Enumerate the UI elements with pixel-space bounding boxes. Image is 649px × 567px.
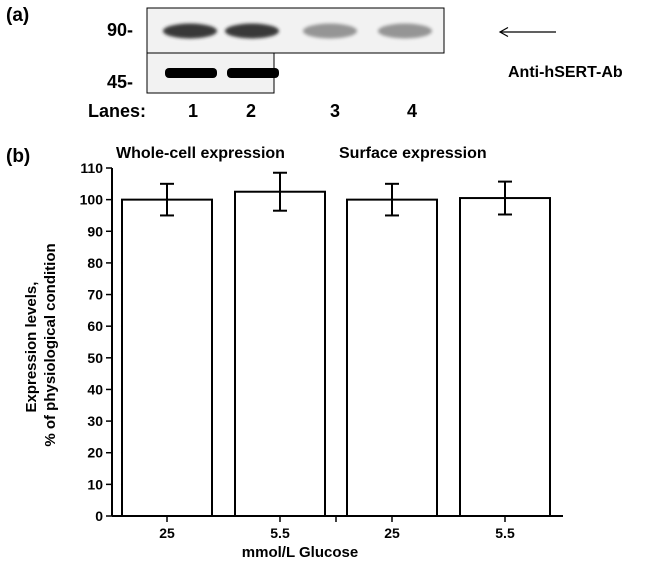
bar-1 <box>121 198 213 518</box>
blot-bands-45 <box>165 68 279 78</box>
band-90-lane-1 <box>163 23 217 39</box>
y-tick-label: 10 <box>87 476 103 492</box>
lanes-label: Lanes: <box>88 101 147 121</box>
lane-label-2: 2 <box>246 101 257 121</box>
x-tick-label-1: 25 <box>159 525 175 541</box>
panel-b-label: (b) <box>6 146 31 167</box>
bar-4 <box>459 197 551 518</box>
y-tick-label: 60 <box>87 318 103 334</box>
y-tick-label: 0 <box>95 508 103 524</box>
y-tick-label: 100 <box>80 192 104 208</box>
lane-label-1: 1 <box>188 101 199 121</box>
band-90-lane-3 <box>303 23 357 39</box>
band-45-lane-1 <box>165 68 217 78</box>
band-45-lane-2 <box>227 68 279 78</box>
band-90-lane-4 <box>378 23 432 39</box>
lane-label-3: 3 <box>330 101 341 121</box>
bar-3 <box>346 198 438 518</box>
y-tick-label: 50 <box>87 350 103 366</box>
y-tick-label: 110 <box>80 160 103 176</box>
y-tick-label: 40 <box>87 381 103 397</box>
x-axis-title: mmol/L Glucose <box>242 544 358 561</box>
y-axis-title: Expression levels, % of physiological co… <box>23 243 59 446</box>
band-90-lane-2 <box>225 23 279 39</box>
lane-label-4: 4 <box>407 101 418 121</box>
blot-bands-90 <box>163 23 432 39</box>
panel-a-label: (a) <box>6 5 30 26</box>
x-tick-label-4: 5.5 <box>495 525 515 541</box>
marker-90-label: 90- <box>107 20 134 40</box>
y-tick-label: 30 <box>87 413 103 429</box>
group-label-whole-cell: Whole-cell expression <box>116 145 285 162</box>
y-tick-label: 70 <box>87 287 103 303</box>
group-label-surface: Surface expression <box>339 145 487 162</box>
bar-2 <box>234 190 326 518</box>
bar-chart: 0 10 20 30 40 50 60 70 80 90 100 110 25 5.5 25 5.5 <box>80 160 563 541</box>
x-tick-label-3: 25 <box>384 525 400 541</box>
y-tick-label: 90 <box>87 223 103 239</box>
marker-45-label: 45- <box>107 72 134 92</box>
y-tick-label: 80 <box>87 255 103 271</box>
y-tick-label: 20 <box>87 445 103 461</box>
antibody-label: Anti-hSERT-Ab <box>508 64 623 81</box>
x-tick-label-2: 5.5 <box>270 525 290 541</box>
band-arrow-icon <box>498 26 556 38</box>
